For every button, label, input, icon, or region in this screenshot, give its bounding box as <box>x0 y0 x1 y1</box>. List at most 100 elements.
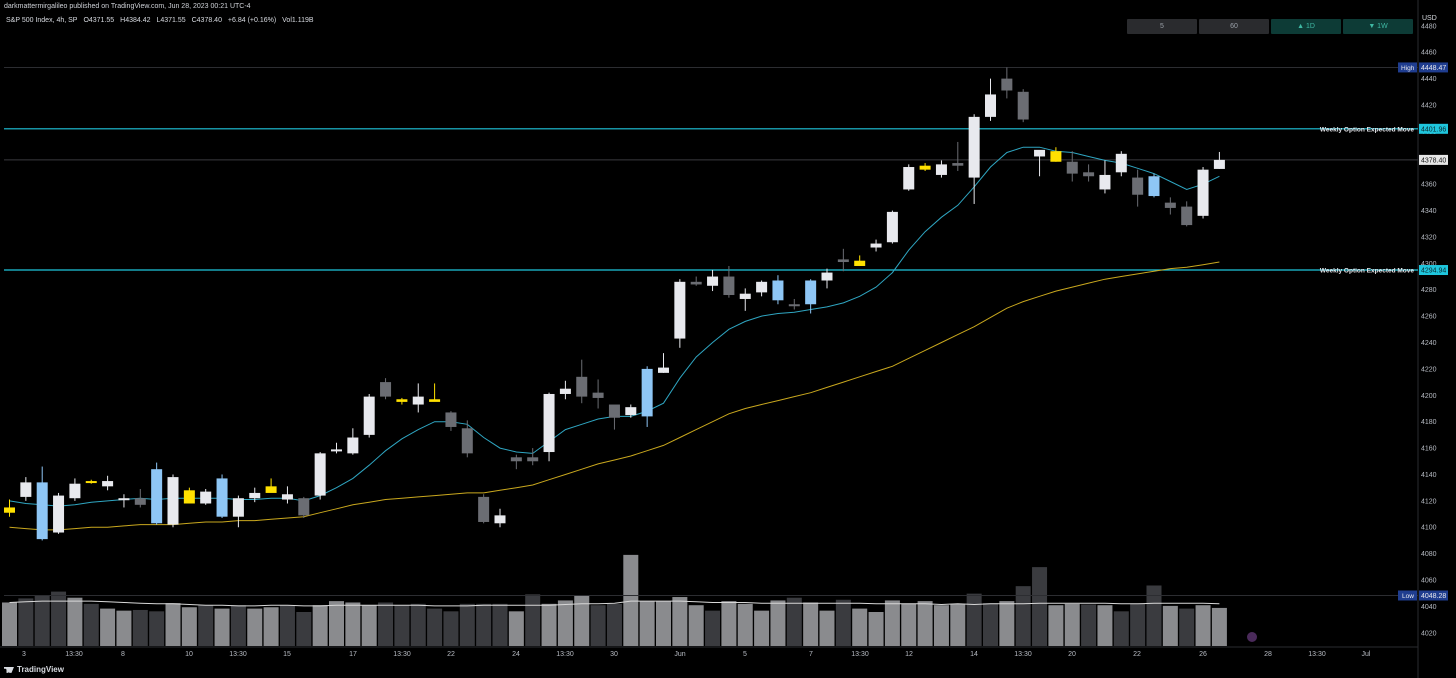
volume-bar <box>492 603 508 646</box>
volume-bar <box>525 594 541 646</box>
y-tick-label: 4080 <box>1421 551 1437 558</box>
timeframe-60m-button[interactable]: 60 <box>1199 19 1269 34</box>
candle-body <box>461 428 473 454</box>
ema-long-line <box>9 261 1220 531</box>
y-tick-label: 4440 <box>1421 76 1437 83</box>
volume-bar <box>1064 603 1080 646</box>
candle-body <box>674 281 686 339</box>
high-label: High <box>1401 65 1415 72</box>
candle-body <box>69 483 81 499</box>
candle-body <box>265 486 277 493</box>
volume-bar <box>296 612 312 646</box>
symbol-title[interactable]: S&P 500 Index, 4h, SP <box>6 17 78 24</box>
volume-bar <box>835 599 851 646</box>
volume-bar <box>999 601 1015 646</box>
candle-body <box>1001 78 1013 91</box>
volume-bar <box>230 605 246 646</box>
candle-body <box>429 399 441 402</box>
candle-body <box>314 453 326 496</box>
timeframe-label: 5 <box>1160 23 1164 30</box>
y-tick-label: 4360 <box>1421 182 1437 189</box>
candle-body <box>478 496 490 522</box>
change-value: +6.84 (+0.16%) <box>227 17 277 24</box>
timeframe-1d-button[interactable]: ▲ 1D <box>1271 19 1341 34</box>
candle-body <box>298 498 310 516</box>
volume-bar <box>1130 603 1146 646</box>
timeframe-label: 60 <box>1230 23 1238 30</box>
candle-body <box>1099 174 1111 190</box>
y-tick-label: 4320 <box>1421 234 1437 241</box>
candle-body <box>952 163 964 166</box>
candle-body <box>363 396 375 435</box>
expected-move-price: 4401.96 <box>1421 126 1446 133</box>
candle-body <box>903 167 915 190</box>
x-tick-label: Jul <box>1362 651 1371 658</box>
last-price: 4378.40 <box>1421 157 1446 164</box>
tradingview-logo: TradingView <box>4 665 64 674</box>
x-tick-label: 13:30 <box>1014 651 1032 658</box>
volume-bar <box>672 597 688 646</box>
volume-bar <box>312 605 328 646</box>
candle-body <box>53 495 65 533</box>
candle-body <box>494 515 506 524</box>
timeframe-5m-button[interactable]: 5 <box>1127 19 1197 34</box>
candle-body <box>216 478 228 517</box>
volume-bar <box>884 600 900 646</box>
volume-bar <box>770 600 786 646</box>
high-price: 4448.47 <box>1421 65 1446 72</box>
volume-bar <box>2 602 17 646</box>
volume-bar <box>901 603 917 646</box>
timeframe-1w-button[interactable]: ▼ 1W <box>1343 19 1413 34</box>
candle-body <box>1017 91 1029 120</box>
candle-body <box>396 399 408 402</box>
volume-bar <box>443 611 459 646</box>
last-price-tag <box>1419 154 1448 165</box>
y-tick-label: 4340 <box>1421 208 1437 215</box>
candle-body <box>772 280 784 301</box>
low-label-tag <box>1398 590 1417 601</box>
volume-bar <box>917 601 933 646</box>
volume-bar <box>34 595 50 646</box>
candle-body <box>1197 169 1209 216</box>
candle-body <box>183 490 195 504</box>
volume-bar <box>1211 607 1227 646</box>
volume-bar <box>868 612 884 646</box>
high-value: H4384.42 <box>120 17 151 24</box>
candle-body <box>739 293 751 299</box>
x-tick-label: 26 <box>1199 651 1207 658</box>
candle-body <box>347 437 359 454</box>
y-tick-label: 4160 <box>1421 446 1437 453</box>
volume-bar <box>639 601 655 646</box>
y-tick-label: 4180 <box>1421 419 1437 426</box>
ema-short-line <box>9 146 1220 507</box>
tradingview-logo-icon <box>4 666 14 673</box>
expected-move-price-tag <box>1419 123 1448 134</box>
timeframe-label: ▼ 1W <box>1368 23 1388 30</box>
volume-bar <box>361 605 377 646</box>
logo-text: TradingView <box>17 665 64 674</box>
candle-body <box>854 260 866 266</box>
x-tick-label: 13:30 <box>393 651 411 658</box>
volume-bar <box>67 597 83 646</box>
candle-body <box>1050 151 1062 162</box>
volume-bar <box>852 608 868 646</box>
volume-bar <box>623 554 639 646</box>
x-tick-label: Jun <box>674 651 685 658</box>
candle-body <box>1034 149 1046 157</box>
candle-body <box>200 491 212 504</box>
volume-bar <box>541 603 557 646</box>
expected-move-label: Weekly Option Expected Move <box>1320 268 1415 275</box>
x-tick-label: 22 <box>1133 651 1141 658</box>
candle-body <box>510 457 522 462</box>
x-tick-label: 28 <box>1264 651 1272 658</box>
candle-body <box>658 367 669 373</box>
expected-move-price: 4294.94 <box>1421 268 1446 275</box>
x-tick-label: 5 <box>743 651 747 658</box>
candle-body <box>1115 153 1127 173</box>
volume-bar <box>705 610 721 646</box>
volume-bar <box>165 603 181 646</box>
volume-bar <box>1097 605 1113 646</box>
candle-body <box>1083 172 1095 177</box>
y-tick-label: 4060 <box>1421 578 1437 585</box>
